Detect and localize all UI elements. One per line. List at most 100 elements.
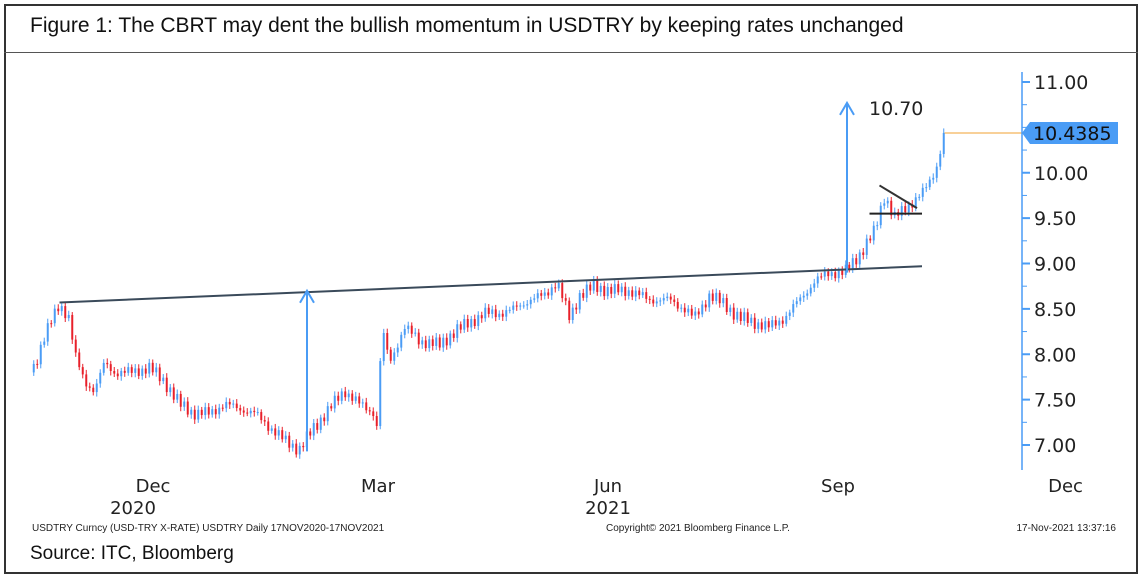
candle-body [918, 196, 921, 198]
candle-body [288, 435, 291, 448]
candle-body [106, 362, 109, 365]
y-tick-label: 11.00 [1034, 72, 1088, 94]
candle-body [722, 298, 725, 304]
candle-body [750, 317, 753, 323]
candle-body [214, 409, 217, 415]
candle-body [921, 187, 924, 197]
target-label: 10.70 [869, 98, 923, 120]
candle-body [158, 367, 161, 382]
y-tick-label: 10.00 [1034, 163, 1088, 185]
candle-body [326, 406, 329, 422]
candle-body [337, 395, 340, 401]
candle-body [333, 395, 336, 409]
candle-body [281, 430, 284, 440]
candle-body [407, 325, 410, 330]
candle-body [116, 373, 119, 377]
candle-body [190, 409, 193, 415]
candle-body [193, 409, 196, 420]
candle-body [795, 301, 798, 305]
candle-body [659, 300, 662, 302]
candle-body [533, 298, 536, 300]
candle-body [865, 238, 868, 255]
candle-body [725, 298, 728, 313]
candle-body [648, 298, 651, 300]
triangle-resistance-line [878, 184, 918, 209]
candle-body [274, 428, 277, 436]
candle-body [872, 225, 875, 241]
candle-body [85, 374, 88, 387]
candle-body [564, 298, 567, 301]
candle-body [57, 308, 60, 312]
candle-body [253, 410, 256, 413]
candle-body [291, 443, 294, 448]
candle-body [344, 391, 347, 398]
candle-body [823, 271, 826, 277]
candle-body [939, 153, 942, 167]
candle-body [781, 320, 784, 324]
candle-body [249, 410, 252, 414]
candle-body [316, 423, 319, 430]
source-note: Source: ITC, Bloomberg [30, 543, 234, 564]
candle-body [620, 286, 623, 293]
candle-body [169, 387, 172, 393]
candle-body [71, 314, 74, 340]
candle-body [64, 306, 67, 319]
candle-body [473, 319, 476, 327]
candle-body [764, 321, 767, 330]
candle-body [323, 417, 326, 422]
candle-body [228, 401, 231, 405]
candle-body [746, 312, 749, 323]
candle-body [680, 307, 683, 309]
candle-body [757, 322, 760, 329]
annotations: 10.70 [59, 98, 1022, 452]
candle-body [312, 423, 315, 436]
candle-body [743, 312, 746, 322]
candle-body [358, 396, 361, 404]
candle-body [617, 284, 620, 293]
candle-body [561, 283, 564, 299]
candle-body [767, 321, 770, 328]
candle-body [543, 292, 546, 296]
candle-body [627, 290, 630, 296]
candle-body [788, 312, 791, 316]
candle-body [641, 292, 644, 296]
candle-body [414, 332, 417, 334]
candle-body [263, 420, 266, 422]
candle-body [855, 258, 858, 265]
candle-body [515, 305, 518, 307]
candle-body [862, 252, 865, 255]
candle-body [330, 406, 333, 409]
candle-body [575, 307, 578, 310]
candle-body [704, 304, 707, 308]
candle-body [683, 307, 686, 313]
candle-body [165, 377, 168, 393]
candle-body [879, 205, 882, 226]
candles [32, 128, 945, 459]
candle-body [109, 364, 112, 372]
candle-body [494, 309, 497, 318]
figure-frame [4, 4, 1138, 574]
candle-body [347, 393, 350, 398]
candle-body [820, 276, 823, 278]
candle-body [130, 367, 133, 373]
candle-body [830, 272, 833, 277]
candle-body [585, 284, 588, 298]
candle-body [365, 402, 368, 411]
candle-body [242, 410, 245, 413]
candle-body [802, 295, 805, 298]
candle-body [526, 304, 529, 306]
candle-body [662, 298, 665, 301]
candle-body [43, 341, 46, 345]
candle-body [36, 363, 39, 365]
candle-body [886, 200, 889, 204]
target-arrow-1-head [299, 288, 315, 304]
candle-body [904, 206, 907, 213]
candle-body [785, 315, 788, 324]
candle-body [655, 301, 658, 304]
x-year-label: 2020 [110, 498, 156, 519]
candle-body [806, 293, 809, 296]
candle-body [39, 344, 42, 365]
candle-body [557, 283, 560, 289]
candle-body [907, 204, 910, 213]
